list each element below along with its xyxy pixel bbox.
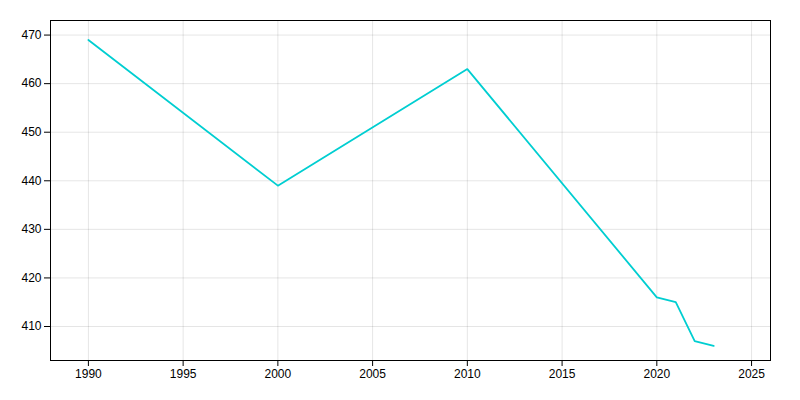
svg-text:2010: 2010 [454,367,481,381]
svg-text:470: 470 [21,28,41,42]
svg-text:1990: 1990 [75,367,102,381]
svg-text:2025: 2025 [738,367,765,381]
svg-text:420: 420 [21,271,41,285]
svg-text:460: 460 [21,76,41,90]
svg-text:2015: 2015 [549,367,576,381]
svg-text:2020: 2020 [643,367,670,381]
svg-text:2000: 2000 [265,367,292,381]
svg-text:2005: 2005 [359,367,386,381]
svg-text:430: 430 [21,222,41,236]
svg-text:410: 410 [21,319,41,333]
svg-text:450: 450 [21,125,41,139]
svg-text:440: 440 [21,174,41,188]
svg-text:1995: 1995 [170,367,197,381]
